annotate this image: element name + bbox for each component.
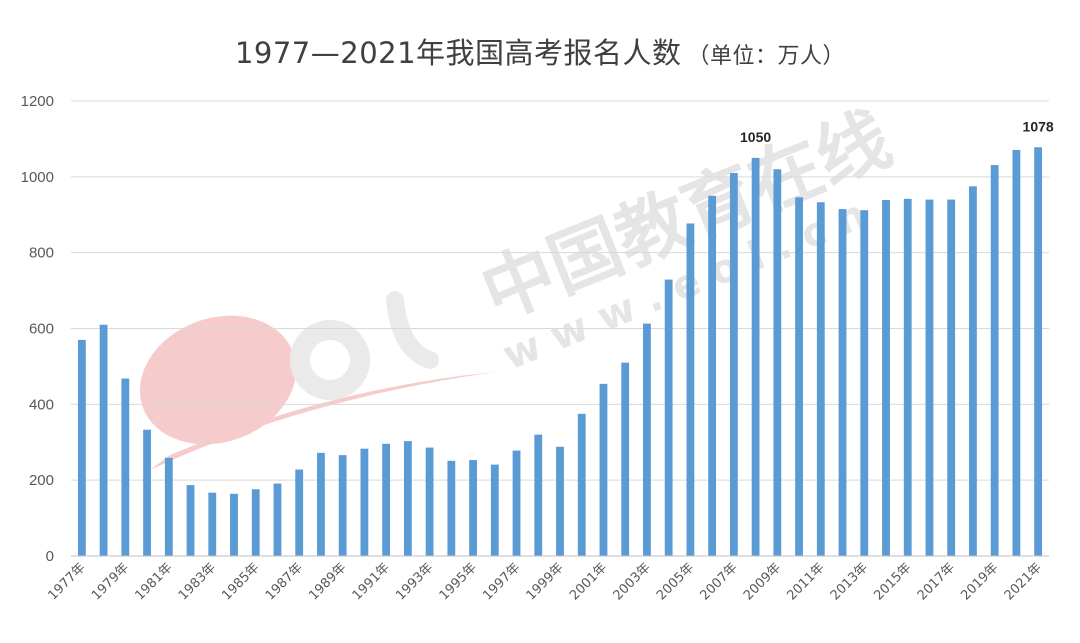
bar [903, 198, 912, 556]
bar [1034, 147, 1043, 556]
chart-title: 1977—2021年我国高考报名人数 （单位：万人） [0, 30, 1080, 72]
watermark-logo-o [290, 320, 370, 400]
y-tick-label: 200 [29, 472, 54, 489]
bar [599, 383, 608, 556]
data-label: 1050 [740, 129, 771, 145]
bar [795, 197, 803, 556]
x-tick-label: 2005年 [654, 560, 697, 603]
y-tick-label: 600 [29, 321, 54, 338]
bar [990, 165, 999, 556]
bar [664, 279, 673, 556]
x-tick-label: 1997年 [480, 560, 523, 603]
watermark: 中国教育在线 w w w . e o l . c n [139, 96, 902, 470]
data-labels: 1050 1078 [740, 118, 1054, 145]
x-axis: 1977年 1979年 1981年 1983年 1985年 1987年 1989年 1991年… [45, 555, 1049, 603]
x-tick-label: 2007年 [697, 560, 740, 603]
data-label: 1078 [1023, 118, 1054, 134]
bar [338, 455, 347, 556]
x-tick-label: 1985年 [219, 560, 262, 603]
bar [360, 448, 369, 556]
bar [947, 199, 956, 557]
chart-title-unit: （单位：万人） [687, 44, 846, 69]
y-axis: 0 200 400 600 800 1000 1200 [21, 93, 54, 565]
bar [729, 173, 738, 556]
x-tick-label: 2019年 [958, 560, 1001, 603]
x-tick-label: 2017年 [915, 560, 958, 603]
bar [969, 186, 977, 556]
bar [512, 450, 521, 556]
bar [273, 483, 282, 556]
bar [838, 209, 847, 556]
bar [556, 446, 564, 556]
bar [686, 223, 695, 557]
watermark-logo-e [139, 315, 297, 445]
x-tick-label: 1983年 [176, 560, 219, 603]
bar [295, 469, 304, 556]
x-tick-label: 1999年 [524, 560, 567, 603]
bar [186, 485, 195, 556]
bar [490, 464, 499, 556]
bar [773, 169, 782, 556]
bar [621, 362, 630, 556]
x-tick-label: 1987年 [263, 560, 306, 603]
x-tick-label: 2003年 [611, 560, 654, 603]
y-tick-label: 1200 [21, 93, 54, 110]
bar [469, 460, 477, 556]
bar [403, 441, 412, 556]
bar [577, 413, 586, 556]
x-tick-label: 2011年 [784, 560, 827, 603]
bar [1012, 149, 1021, 556]
bar [816, 202, 825, 557]
bar [425, 447, 434, 556]
chart-title-main: 1977—2021年我国高考报名人数 [234, 36, 682, 70]
bar [230, 493, 238, 556]
bar [708, 195, 717, 556]
bar [251, 489, 260, 556]
y-tick-label: 0 [46, 548, 54, 565]
y-tick-label: 400 [29, 396, 54, 413]
x-tick-label: 1993年 [393, 560, 436, 603]
x-tick-label: 2021年 [1002, 560, 1045, 603]
bar [208, 492, 217, 556]
bar [382, 443, 391, 556]
x-tick-label: 1995年 [437, 560, 480, 603]
x-tick-label: 2001年 [567, 560, 610, 603]
bar [99, 324, 108, 556]
bar [751, 157, 760, 556]
bar [860, 210, 869, 556]
bar [143, 429, 151, 556]
x-tick-label: 1979年 [89, 560, 132, 603]
bar [643, 323, 651, 556]
x-tick-label: 2015年 [871, 560, 914, 603]
watermark-logo-l [386, 291, 439, 369]
bar [164, 457, 173, 556]
x-tick-label: 1981年 [132, 560, 175, 603]
y-tick-label: 1000 [21, 169, 54, 186]
bar [447, 460, 456, 556]
bars [77, 147, 1043, 557]
bar [925, 199, 934, 557]
bar [77, 339, 86, 556]
bar [882, 199, 890, 556]
y-tick-label: 800 [29, 245, 54, 262]
x-tick-label: 2013年 [828, 560, 871, 603]
x-tick-label: 1989年 [306, 560, 349, 603]
bar [317, 452, 325, 556]
bar [121, 378, 130, 556]
bar [534, 434, 543, 556]
x-tick-label: 2009年 [741, 560, 784, 603]
x-tick-label: 1991年 [350, 560, 393, 603]
x-tick-label: 1977年 [45, 560, 88, 603]
